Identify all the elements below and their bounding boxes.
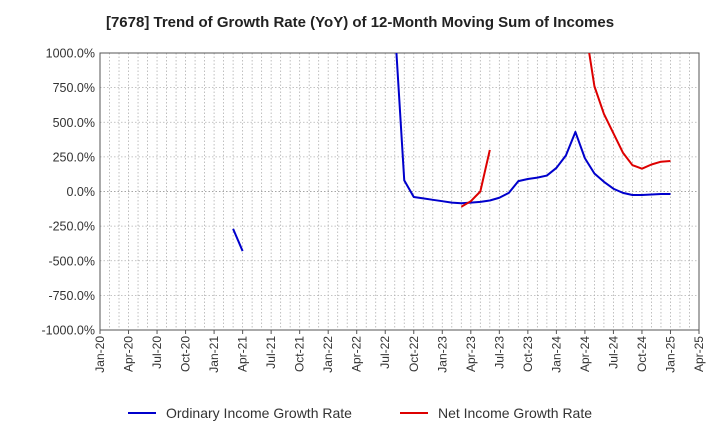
x-tick-label: Jan-21 [207,336,221,373]
x-tick-label: Apr-20 [122,336,136,372]
x-tick-label: Jan-22 [321,336,335,373]
y-tick-label: 750.0% [53,81,95,95]
y-tick-label: 0.0% [67,185,96,199]
x-tick-label: Oct-24 [635,336,649,372]
series-line-0 [232,228,244,252]
x-tick-label: Oct-22 [407,336,421,372]
legend-label-net-income: Net Income Growth Rate [437,405,593,421]
series-lines [232,53,671,252]
x-tick-label: Apr-23 [464,336,478,372]
series-line-1 [588,53,671,170]
legend-label-ordinary-income: Ordinary Income Growth Rate [165,405,352,421]
y-tick-labels: 1000.0% 750.0% 500.0% 250.0% 0.0% -250.0% -500… [41,47,95,338]
x-tick-label: Apr-24 [578,336,592,372]
series-line-0 [395,53,671,205]
y-tick-label: -1000.0% [41,324,95,338]
x-tick-label: Jul-21 [264,336,278,369]
x-tick-label: Oct-23 [521,336,535,372]
legend-item-net-income: Net Income Growth Rate [399,405,593,421]
x-tick-label: Oct-20 [179,336,193,372]
legend-swatch-net-income [399,412,428,414]
x-tick-label: Jul-24 [606,336,620,369]
y-tick-label: -750.0% [48,289,95,303]
y-tick-label: 1000.0% [46,47,95,61]
legend: Ordinary Income Growth Rate Net Income G… [0,405,720,421]
x-tick-label: Jul-22 [378,336,392,369]
y-tick-label: 250.0% [53,150,95,164]
x-tick-label: Jan-23 [435,336,449,373]
plot-frame [99,52,700,331]
x-tick-label: Jan-20 [93,336,107,373]
x-tick-label: Jan-24 [549,336,563,373]
x-tick-label: Jul-20 [150,336,164,369]
x-tick-label: Apr-21 [236,336,250,372]
series-line-1 [460,149,491,208]
legend-swatch-ordinary-income [127,412,156,414]
x-tick-label: Apr-22 [350,336,364,372]
axes [99,52,700,331]
legend-item-ordinary-income: Ordinary Income Growth Rate [127,405,352,421]
x-tick-label: Jul-23 [492,336,506,369]
y-tick-label: 500.0% [53,116,95,130]
chart-title: [7678] Trend of Growth Rate (YoY) of 12-… [105,14,615,31]
x-tick-labels: Jan-20 Apr-20 Jul-20 Oct-20 Jan-21 Apr-21 Jul-… [93,330,706,373]
x-tick-label: Apr-25 [692,336,706,372]
y-tick-label: -250.0% [48,220,95,234]
y-tick-label: -500.0% [48,254,95,268]
x-tick-label: Jan-25 [663,336,677,373]
x-tick-label: Oct-21 [293,336,307,372]
gridlines [100,53,699,330]
